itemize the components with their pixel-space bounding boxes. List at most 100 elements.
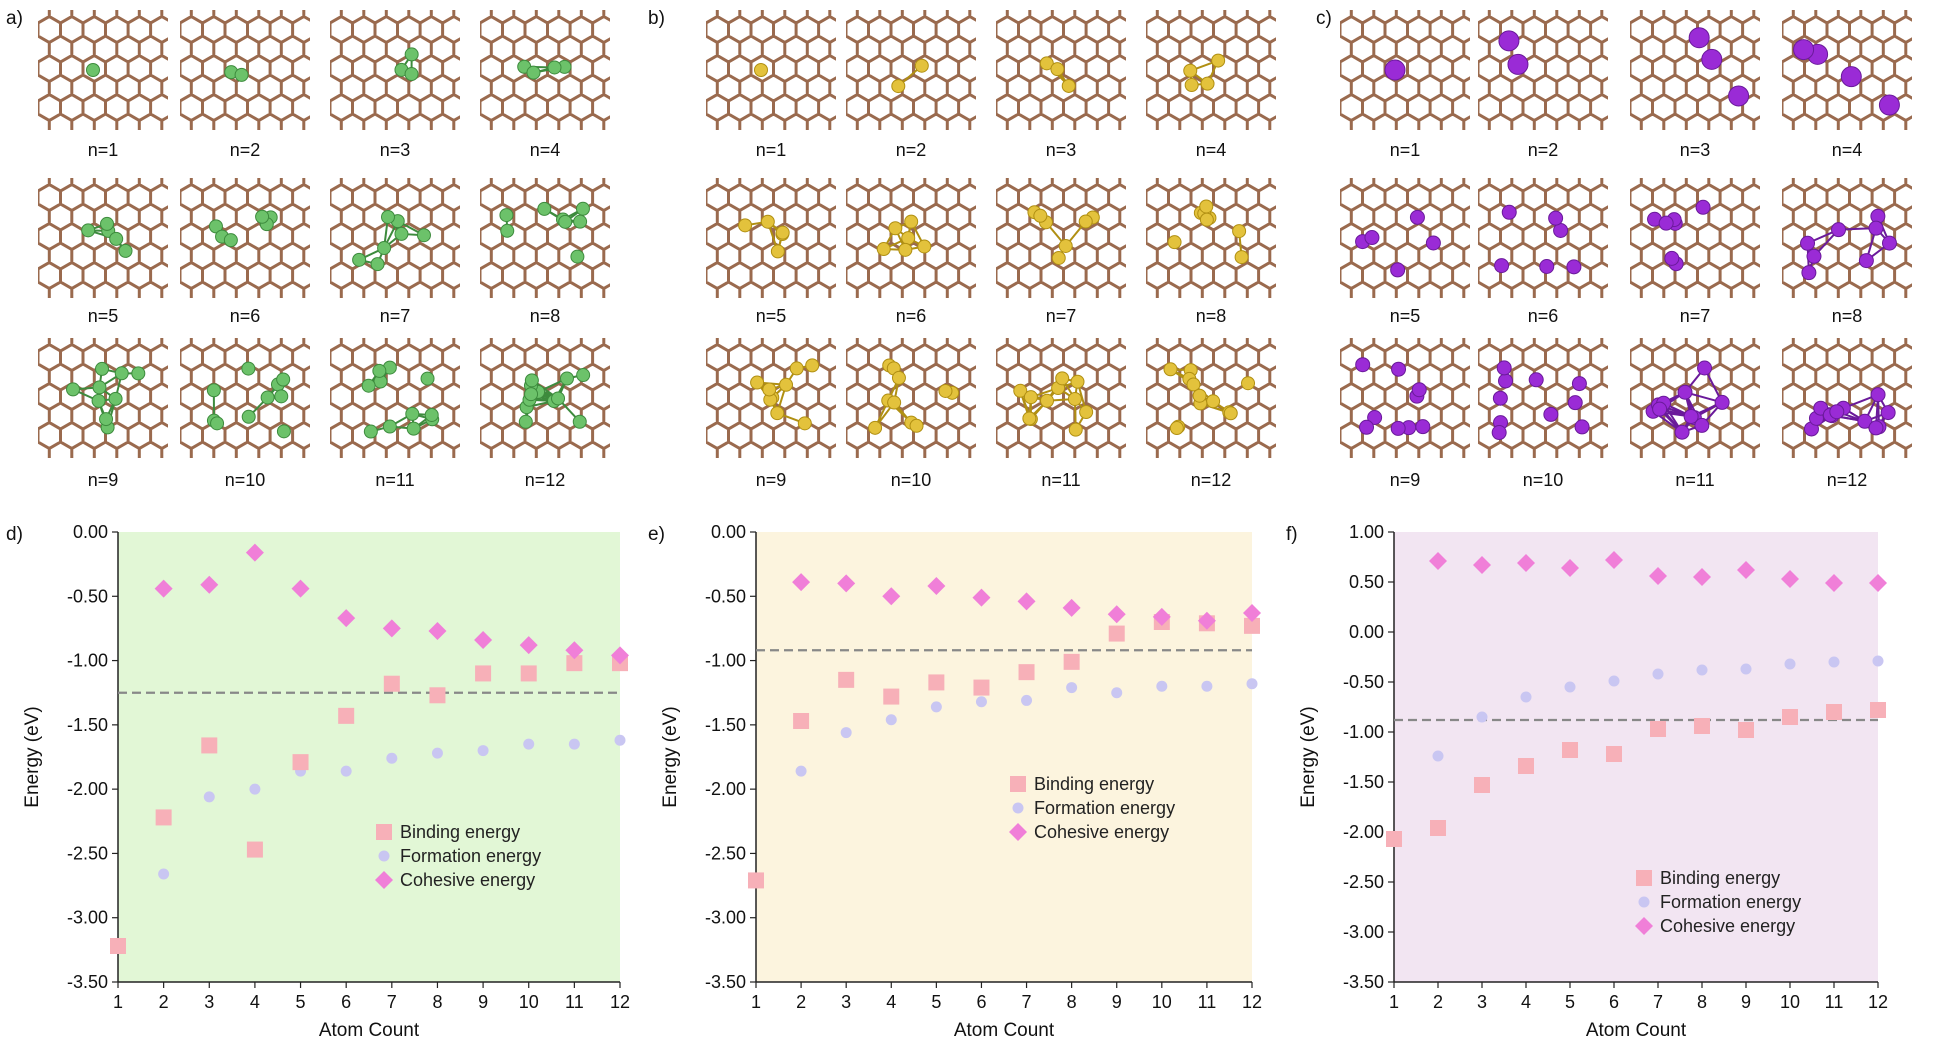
cluster-b-n3-image bbox=[996, 10, 1126, 130]
cluster-c-n11: n=11 bbox=[1630, 338, 1760, 494]
atom bbox=[276, 424, 291, 439]
atom bbox=[1658, 215, 1674, 231]
cluster-b-n12-image bbox=[1146, 338, 1276, 458]
y-tick-label: -1.00 bbox=[67, 651, 108, 671]
x-tick-label: 8 bbox=[1067, 992, 1077, 1012]
chart-f: f) 1.00 0.50 0.00 -0.50 -1.00 -1.50 -2.00 -2.50 -… bbox=[1286, 522, 1888, 1041]
atom bbox=[1870, 387, 1886, 403]
atom bbox=[500, 223, 515, 238]
atom bbox=[66, 382, 81, 397]
data-point bbox=[200, 575, 219, 594]
atom bbox=[1664, 250, 1680, 266]
y-axis-label: Energy (eV) bbox=[22, 706, 43, 807]
atom bbox=[1051, 250, 1066, 265]
graphene-substrate bbox=[38, 178, 168, 298]
cluster-b-n8: n=8 bbox=[1146, 178, 1276, 330]
data-point bbox=[1694, 718, 1710, 734]
cluster-a-n6: n=6 bbox=[180, 178, 310, 330]
atom bbox=[526, 65, 541, 80]
x-tick-label: 11 bbox=[565, 992, 584, 1012]
data-point bbox=[428, 622, 447, 640]
data-point bbox=[1740, 663, 1752, 675]
atom bbox=[1050, 62, 1065, 77]
cluster-size-label: n=3 bbox=[1679, 140, 1711, 160]
atom bbox=[518, 414, 533, 429]
atom bbox=[424, 407, 439, 422]
atom bbox=[762, 382, 777, 397]
cluster-a-n7: n=7 bbox=[330, 178, 460, 330]
data-point bbox=[201, 737, 218, 754]
atom bbox=[1234, 250, 1249, 265]
cluster-size-label: n=6 bbox=[229, 306, 261, 326]
data-point bbox=[1386, 831, 1402, 847]
y-axis-label: Energy (eV) bbox=[660, 706, 681, 807]
x-axis-label: Atom Count bbox=[954, 1020, 1055, 1041]
cluster-size-label: n=11 bbox=[1041, 470, 1081, 490]
plot-area bbox=[756, 532, 1252, 982]
x-tick-label: 9 bbox=[478, 992, 488, 1012]
cluster-size-label: n=9 bbox=[1389, 470, 1421, 490]
data-point bbox=[1018, 664, 1035, 681]
cluster-c-n4: n=4 bbox=[1782, 10, 1912, 164]
data-point bbox=[612, 655, 628, 672]
atom bbox=[1494, 258, 1510, 274]
atom bbox=[118, 243, 133, 258]
atom bbox=[1186, 377, 1201, 392]
x-tick-label: 3 bbox=[204, 992, 214, 1012]
atom bbox=[1714, 394, 1730, 410]
atom bbox=[1498, 373, 1514, 389]
data-point bbox=[928, 674, 945, 691]
atom bbox=[1391, 361, 1407, 377]
atom bbox=[404, 67, 419, 82]
atom bbox=[1022, 411, 1037, 426]
atom bbox=[1070, 374, 1085, 389]
atom bbox=[1801, 265, 1817, 281]
y-tick-label: -1.00 bbox=[705, 651, 746, 671]
cluster-size-label: n=12 bbox=[524, 470, 566, 490]
legend-label: Binding energy bbox=[1660, 868, 1780, 888]
y-tick-label: -1.50 bbox=[705, 715, 746, 735]
plot-area bbox=[1394, 532, 1878, 982]
data-point bbox=[1243, 604, 1261, 622]
data-point bbox=[1430, 820, 1446, 836]
atom bbox=[876, 242, 891, 257]
cluster-b-n10: n=10 bbox=[846, 338, 976, 494]
cluster-size-label: n=12 bbox=[1190, 470, 1232, 490]
graphene-substrate bbox=[1478, 178, 1608, 298]
atom bbox=[114, 366, 129, 381]
x-tick-label: 5 bbox=[296, 992, 306, 1012]
atom bbox=[901, 231, 916, 246]
x-tick-label: 2 bbox=[159, 992, 169, 1012]
atom bbox=[1067, 392, 1082, 407]
atom bbox=[1857, 413, 1873, 429]
atom bbox=[1543, 406, 1559, 422]
atom bbox=[208, 219, 223, 234]
y-tick-label: -3.50 bbox=[1343, 972, 1384, 992]
atom bbox=[524, 387, 539, 402]
cluster-a-n2: n=2 bbox=[180, 10, 310, 164]
atom bbox=[1677, 384, 1693, 400]
data-point bbox=[1606, 746, 1622, 762]
atom bbox=[1492, 390, 1508, 406]
data-point bbox=[927, 577, 946, 595]
x-tick-label: 12 bbox=[1242, 992, 1262, 1012]
cluster-a-n9-image bbox=[38, 338, 168, 458]
data-point bbox=[383, 675, 400, 692]
graphene-substrate bbox=[1478, 10, 1608, 130]
cluster-c-n9: n=9 bbox=[1340, 338, 1470, 494]
series-diamond bbox=[1429, 551, 1887, 592]
atom bbox=[1199, 212, 1214, 227]
data-point bbox=[249, 783, 261, 795]
cluster-size-label: n=8 bbox=[529, 306, 561, 326]
panel-a-letter: a) bbox=[6, 8, 23, 29]
atom bbox=[1793, 39, 1815, 61]
data-point bbox=[523, 738, 535, 750]
atom bbox=[1068, 422, 1083, 437]
atom bbox=[1694, 417, 1710, 433]
atom bbox=[891, 370, 906, 385]
data-point bbox=[1518, 758, 1534, 774]
atom bbox=[1878, 94, 1900, 116]
cluster-c-n1-image bbox=[1340, 10, 1470, 130]
atom bbox=[1241, 376, 1256, 391]
graphene-substrate bbox=[1782, 338, 1912, 458]
